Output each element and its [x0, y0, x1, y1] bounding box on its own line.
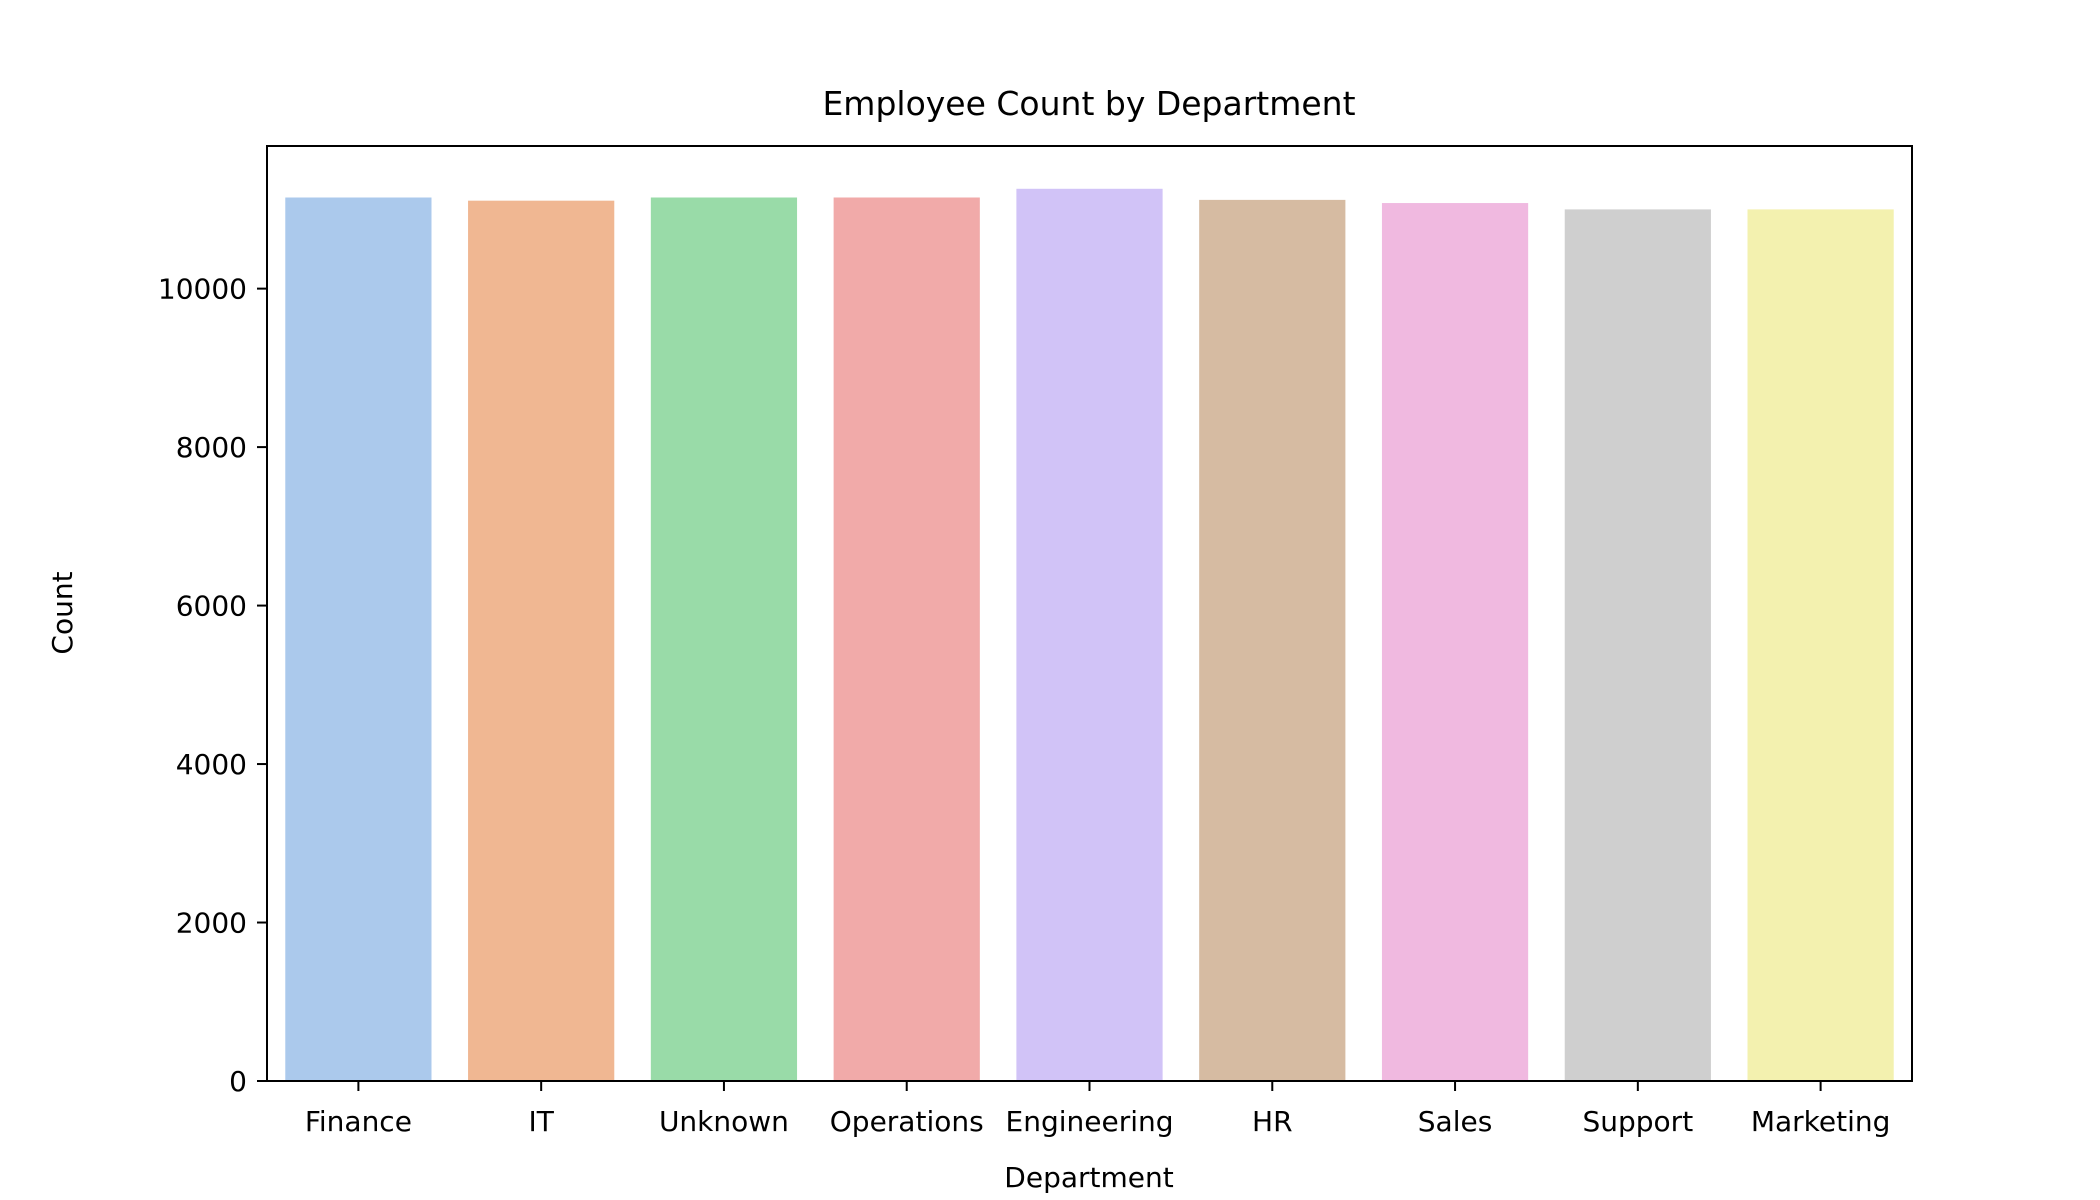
- bar-unknown: [650, 197, 798, 1081]
- bar-it: [468, 200, 615, 1082]
- x-tick-label: Operations: [830, 1105, 984, 1138]
- bars-group: [285, 188, 1894, 1082]
- x-tick-label: IT: [528, 1105, 554, 1138]
- x-tick-label: Sales: [1418, 1105, 1493, 1138]
- y-tick-label: 10000: [158, 273, 247, 306]
- bar-support: [1564, 209, 1711, 1081]
- bar-finance: [285, 197, 432, 1081]
- y-tick-label: 0: [229, 1065, 247, 1098]
- x-tick-label: Support: [1582, 1105, 1693, 1138]
- plot-frame: [266, 145, 1913, 1082]
- y-axis-label: Count: [46, 571, 79, 654]
- x-tick-label: Marketing: [1751, 1105, 1891, 1138]
- bar-marketing: [1747, 209, 1894, 1081]
- bar-hr: [1199, 199, 1346, 1082]
- y-tick-label: 4000: [176, 748, 247, 781]
- x-tick-label: Engineering: [1006, 1105, 1174, 1138]
- bar-operations: [833, 197, 980, 1081]
- x-tick-label: HR: [1252, 1105, 1293, 1138]
- bar-sales: [1381, 203, 1529, 1081]
- x-tick-label: Unknown: [659, 1105, 789, 1138]
- chart-title: Employee Count by Department: [822, 84, 1355, 123]
- x-axis-label: Department: [1004, 1161, 1173, 1194]
- x-tick-label: Finance: [305, 1105, 412, 1138]
- y-tick-label: 6000: [176, 590, 247, 623]
- y-tick-label: 8000: [176, 431, 247, 464]
- y-axis-ticks: 0 2000 4000 6000 8000 10000: [158, 273, 267, 1098]
- x-axis-ticks: Finance IT Unknown Operations Engineering HR S…: [305, 1081, 1891, 1138]
- bar-engineering: [1016, 188, 1163, 1081]
- y-tick-label: 2000: [176, 907, 247, 940]
